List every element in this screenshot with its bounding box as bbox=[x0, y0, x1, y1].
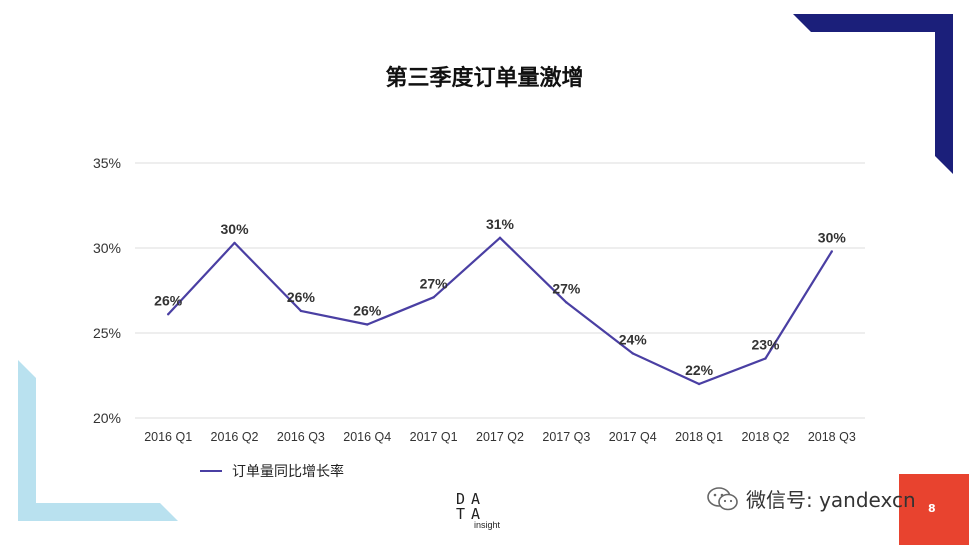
logo-subtitle: insight bbox=[474, 520, 501, 530]
data-label: 24% bbox=[619, 331, 648, 347]
x-tick-label: 2018 Q1 bbox=[675, 430, 723, 444]
data-label: 30% bbox=[818, 229, 847, 245]
x-tick-label: 2016 Q2 bbox=[211, 430, 259, 444]
data-label: 26% bbox=[287, 289, 316, 305]
x-tick-label: 2016 Q1 bbox=[144, 430, 192, 444]
data-label: 27% bbox=[552, 280, 581, 296]
x-tick-label: 2017 Q4 bbox=[609, 430, 657, 444]
slide-title: 第三季度订单量激增 bbox=[385, 66, 584, 91]
data-label: 26% bbox=[353, 303, 382, 319]
x-tick-label: 2018 Q2 bbox=[741, 430, 789, 444]
series-line bbox=[167, 236, 833, 386]
data-label: 31% bbox=[486, 216, 515, 232]
data-point bbox=[299, 309, 303, 313]
legend-line-swatch bbox=[200, 470, 222, 472]
data-point bbox=[366, 323, 369, 326]
wechat-id: 微信号: yandexcn bbox=[746, 488, 916, 512]
logo-line-2: TA bbox=[456, 505, 487, 523]
legend-label: 订单量同比增长率 bbox=[232, 464, 344, 480]
data-label: 22% bbox=[685, 362, 714, 378]
data-point bbox=[830, 250, 834, 253]
data-point bbox=[764, 357, 767, 360]
page-badge bbox=[899, 474, 969, 545]
data-point bbox=[631, 352, 634, 355]
data-label: 30% bbox=[221, 221, 250, 237]
page-number: 8 bbox=[928, 502, 936, 515]
data-point bbox=[233, 241, 236, 245]
x-tick-label: 2017 Q2 bbox=[476, 430, 524, 444]
chart-legend: 订单量同比增长率 bbox=[200, 461, 344, 481]
data-point bbox=[432, 296, 435, 299]
data-insight-logo: DA TA insight bbox=[456, 490, 501, 531]
x-tick-label: 2017 Q1 bbox=[410, 430, 458, 444]
x-tick-label: 2016 Q4 bbox=[343, 430, 391, 444]
wechat-icon bbox=[707, 486, 738, 510]
y-tick-label: 20% bbox=[93, 410, 121, 426]
data-label: 27% bbox=[420, 275, 449, 291]
data-point bbox=[565, 301, 568, 304]
y-tick-label: 25% bbox=[93, 325, 121, 341]
logo-line-1: DA bbox=[456, 490, 487, 508]
data-point bbox=[498, 236, 502, 239]
data-point bbox=[697, 382, 701, 386]
y-tick-label: 35% bbox=[93, 155, 121, 171]
x-tick-label: 2016 Q3 bbox=[277, 430, 325, 444]
wechat-watermark: 微信号: yandexcn bbox=[706, 484, 916, 513]
data-point bbox=[166, 313, 170, 316]
data-label: 23% bbox=[751, 337, 780, 353]
y-tick-label: 30% bbox=[93, 240, 121, 256]
x-tick-label: 2018 Q3 bbox=[808, 430, 856, 444]
x-tick-label: 2017 Q3 bbox=[542, 430, 590, 444]
data-label: 26% bbox=[154, 292, 183, 308]
